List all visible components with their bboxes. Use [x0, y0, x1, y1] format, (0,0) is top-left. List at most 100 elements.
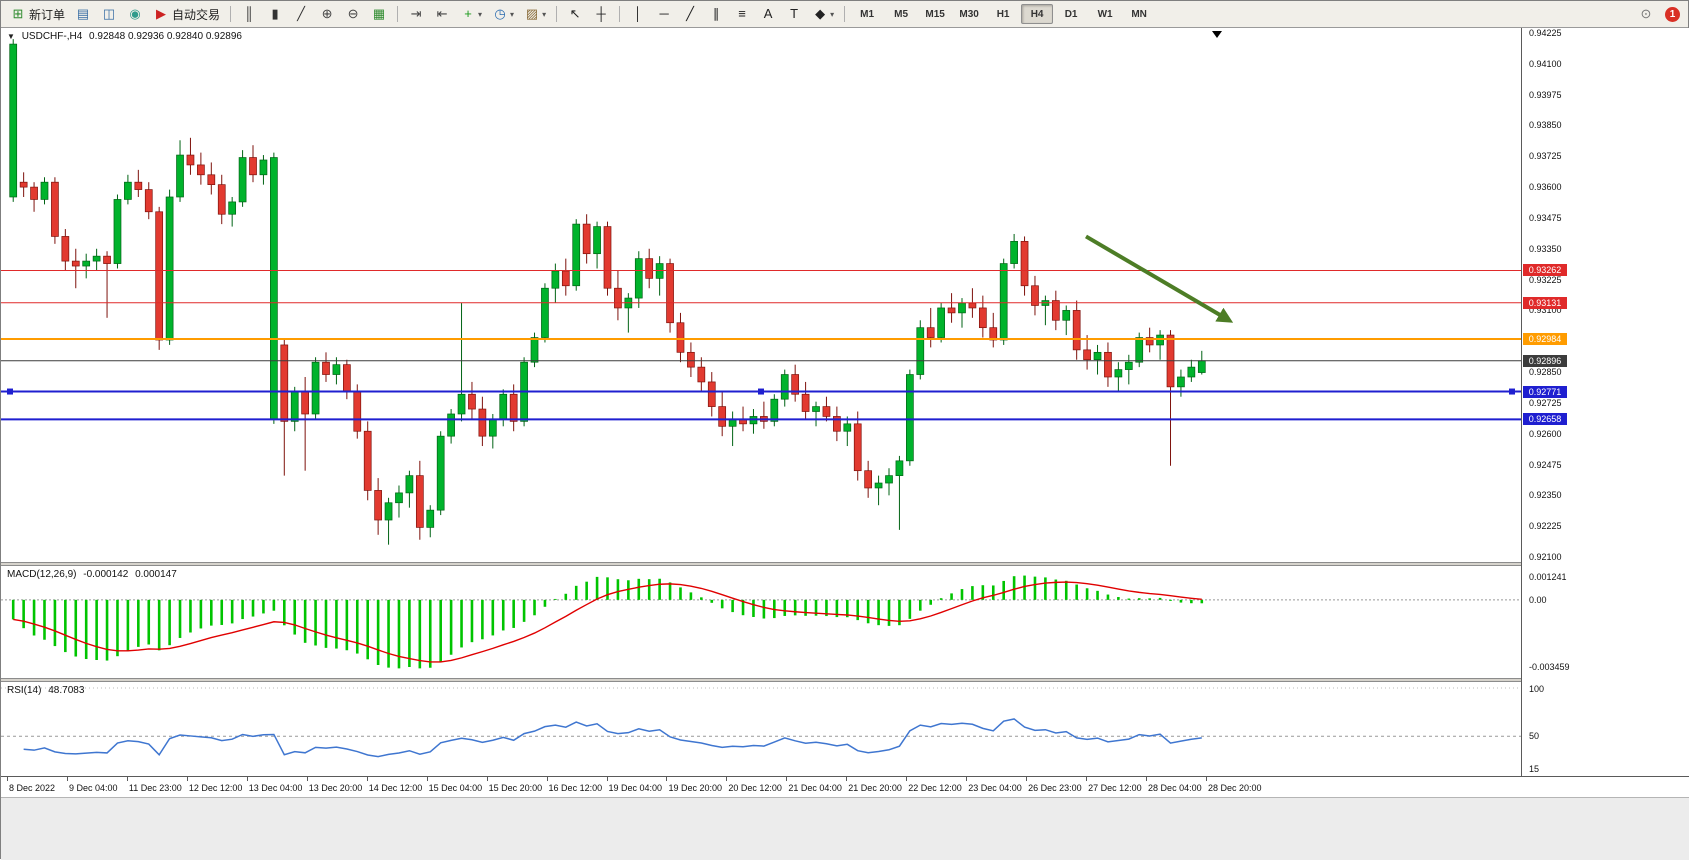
vertical-line-button[interactable]: │ — [626, 3, 650, 25]
chart-title: ▼ USDCHF-,H4 0.92848 0.92936 0.92840 0.9… — [7, 31, 246, 42]
candle-body — [114, 199, 121, 263]
templates-button[interactable]: ▨▾ — [520, 3, 550, 25]
candle-body — [1000, 264, 1007, 340]
profiles-button[interactable]: ◫ — [97, 3, 121, 25]
time-axis-tick — [666, 777, 667, 781]
line-handle[interactable] — [758, 389, 764, 395]
auto-trading-icon: ▶ — [153, 5, 169, 23]
candle-body — [83, 261, 90, 266]
dropdown-arrow-icon: ▾ — [830, 10, 834, 19]
new-order-button[interactable]: ⊞新订单 — [6, 3, 69, 25]
timeframe-H1[interactable]: H1 — [987, 4, 1019, 24]
trend-arrow[interactable] — [1086, 236, 1229, 320]
candle-body — [938, 308, 945, 338]
timeframe-M1[interactable]: M1 — [851, 4, 883, 24]
chart-candles-button[interactable]: ▮ — [263, 3, 287, 25]
auto-trading-button[interactable]: ▶自动交易 — [149, 3, 224, 25]
candle-body — [333, 365, 340, 375]
time-axis-tick — [127, 777, 128, 781]
chart-line-button[interactable]: ╱ — [289, 3, 313, 25]
candle-body — [135, 182, 142, 189]
alert-badge[interactable]: 1 — [1665, 7, 1680, 22]
candle-body — [1198, 361, 1205, 373]
time-axis-label: 27 Dec 12:00 — [1088, 783, 1142, 793]
timeframe-W1[interactable]: W1 — [1089, 4, 1121, 24]
indicators-button[interactable]: +▾ — [456, 3, 486, 25]
horizontal-line-button[interactable]: ─ — [652, 3, 676, 25]
search-icon: ⊙ — [1638, 5, 1654, 23]
candle-body — [510, 394, 517, 421]
price-line-badge: 0.92771 — [1523, 386, 1567, 398]
time-axis-label: 19 Dec 20:00 — [668, 783, 722, 793]
macd-scale-label: 0.001241 — [1529, 572, 1567, 582]
label-button[interactable]: T — [782, 3, 806, 25]
candle-body — [448, 414, 455, 436]
candle-body — [854, 424, 861, 471]
timeframe-H4[interactable]: H4 — [1021, 4, 1053, 24]
channel-button[interactable]: ∥ — [704, 3, 728, 25]
vertical-line-icon: │ — [630, 5, 646, 23]
timeframe-D1[interactable]: D1 — [1055, 4, 1087, 24]
fibonacci-button[interactable]: ≡ — [730, 3, 754, 25]
periods-button[interactable]: ◷▾ — [488, 3, 518, 25]
candle-body — [604, 227, 611, 289]
candle-body — [948, 308, 955, 313]
chart-menu-icon[interactable]: ▼ — [7, 32, 15, 41]
candle-body — [958, 303, 965, 313]
auto-scroll-button[interactable]: ⇥ — [404, 3, 428, 25]
candle-body — [291, 392, 298, 422]
time-axis-label: 16 Dec 12:00 — [549, 783, 603, 793]
candle-body — [416, 476, 423, 528]
chart-window-button[interactable]: ▤ — [71, 3, 95, 25]
text-icon: A — [760, 5, 776, 23]
tile-windows-button[interactable]: ▦ — [367, 3, 391, 25]
time-axis-label: 23 Dec 04:00 — [968, 783, 1022, 793]
line-handle[interactable] — [1509, 389, 1515, 395]
price-scale-label: 0.92100 — [1529, 552, 1562, 562]
fibonacci-icon: ≡ — [734, 5, 750, 23]
price-line-badge: 0.92658 — [1523, 413, 1567, 425]
timeframe-M15[interactable]: M15 — [919, 4, 951, 24]
search-button[interactable]: ⊙ — [1634, 3, 1658, 25]
shapes-button[interactable]: ◆▾ — [808, 3, 838, 25]
rsi-scale-label: 50 — [1529, 731, 1539, 741]
candle-body — [104, 256, 111, 263]
chart-shift-marker[interactable] — [1212, 31, 1222, 38]
price-scale-label: 0.94100 — [1529, 59, 1562, 69]
trendline-button[interactable]: ╱ — [678, 3, 702, 25]
candle-body — [250, 158, 257, 175]
cursor-button[interactable]: ↖ — [563, 3, 587, 25]
candle-body — [562, 271, 569, 286]
macd-value-main: -0.000142 — [83, 569, 128, 580]
text-button[interactable]: A — [756, 3, 780, 25]
zoom-out-button[interactable]: ⊖ — [341, 3, 365, 25]
rsi-scale-label: 15 — [1529, 764, 1539, 774]
price-chart[interactable] — [1, 28, 1521, 562]
zoom-in-button[interactable]: ⊕ — [315, 3, 339, 25]
refresh-button[interactable]: ◉ — [123, 3, 147, 25]
chart-bars-button[interactable]: ║ — [237, 3, 261, 25]
tile-windows-icon: ▦ — [371, 5, 387, 23]
chart-shift-button[interactable]: ⇤ — [430, 3, 454, 25]
time-axis-tick — [726, 777, 727, 781]
cursor-icon: ↖ — [567, 5, 583, 23]
toolbar-right: ⊙ 1 — [1633, 3, 1688, 25]
crosshair-button[interactable]: ┼ — [589, 3, 613, 25]
timeframe-M30[interactable]: M30 — [953, 4, 985, 24]
profiles-icon: ◫ — [101, 5, 117, 23]
candle-body — [886, 476, 893, 483]
timeframe-M5[interactable]: M5 — [885, 4, 917, 24]
periods-icon: ◷ — [492, 5, 508, 23]
dropdown-arrow-icon: ▾ — [478, 10, 482, 19]
time-axis-tick — [1086, 777, 1087, 781]
price-scale-label: 0.92850 — [1529, 367, 1562, 377]
auto-scroll-icon: ⇥ — [408, 5, 424, 23]
candle-body — [687, 352, 694, 367]
time-axis-tick — [846, 777, 847, 781]
candle-body — [646, 259, 653, 279]
line-handle[interactable] — [7, 389, 13, 395]
timeframe-MN[interactable]: MN — [1123, 4, 1155, 24]
chart-symbol-timeframe: USDCHF-,H4 — [22, 31, 83, 42]
